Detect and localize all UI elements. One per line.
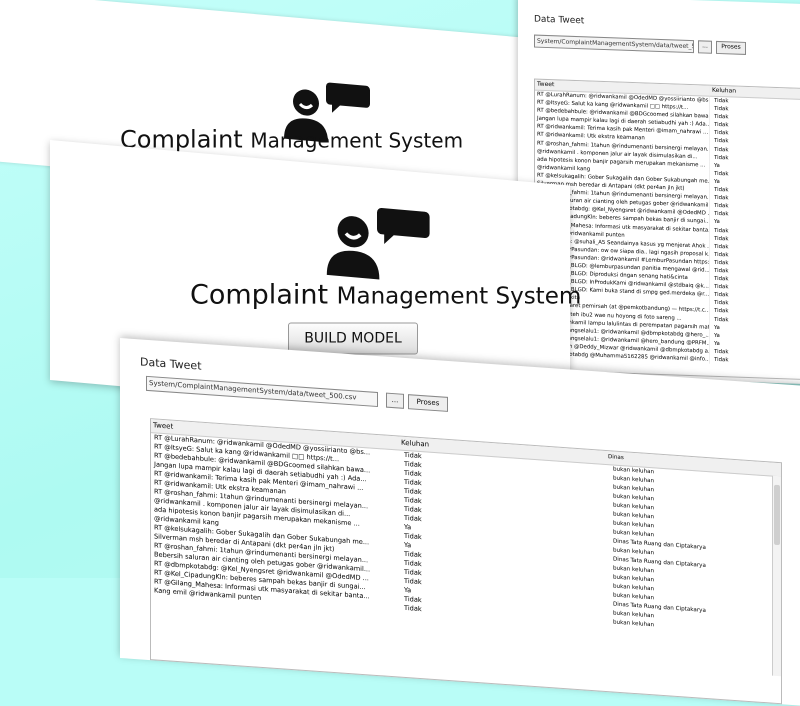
proses-button[interactable]: Proses [716,40,746,55]
data-tweet-label: Data Tweet [534,14,585,27]
app-title: Complaint Management System [190,279,582,311]
browse-button[interactable]: ... [698,40,712,54]
build-model-button[interactable]: BUILD MODEL [288,322,418,355]
file-path-field[interactable]: System/ComplaintManagementSystem/data/tw… [146,375,378,408]
cell-keluhan: Tidak [714,356,729,364]
tweet-table[interactable]: Tweet Keluhan Dinas RT @LurahRanum: @rid… [150,418,782,705]
app-title: Complaint Management System [120,125,464,154]
table-body: RT @LurahRanum: @ridwankamil @OdedMD @yo… [535,90,800,368]
scrollbar-thumb[interactable] [774,484,780,546]
build-model-window: Complaint Management System BUILD MODEL [50,140,581,426]
data-tweet-label: Data Tweet [140,355,202,373]
proses-button[interactable]: Proses [408,394,448,412]
complaint-logo-icon [326,207,430,280]
file-path-field[interactable]: System/ComplaintManagementSystem/data/tw… [534,34,694,54]
browse-button[interactable]: ... [386,392,404,409]
tweet-table[interactable]: Tweet Keluhan RT @LurahRanum: @ridwankam… [534,78,800,381]
complaint-logo-icon [284,82,370,143]
data-tweet-window-front: Data Tweet System/ComplaintManagementSys… [120,338,800,706]
splash-window-back: Complaint Management System [0,0,540,209]
